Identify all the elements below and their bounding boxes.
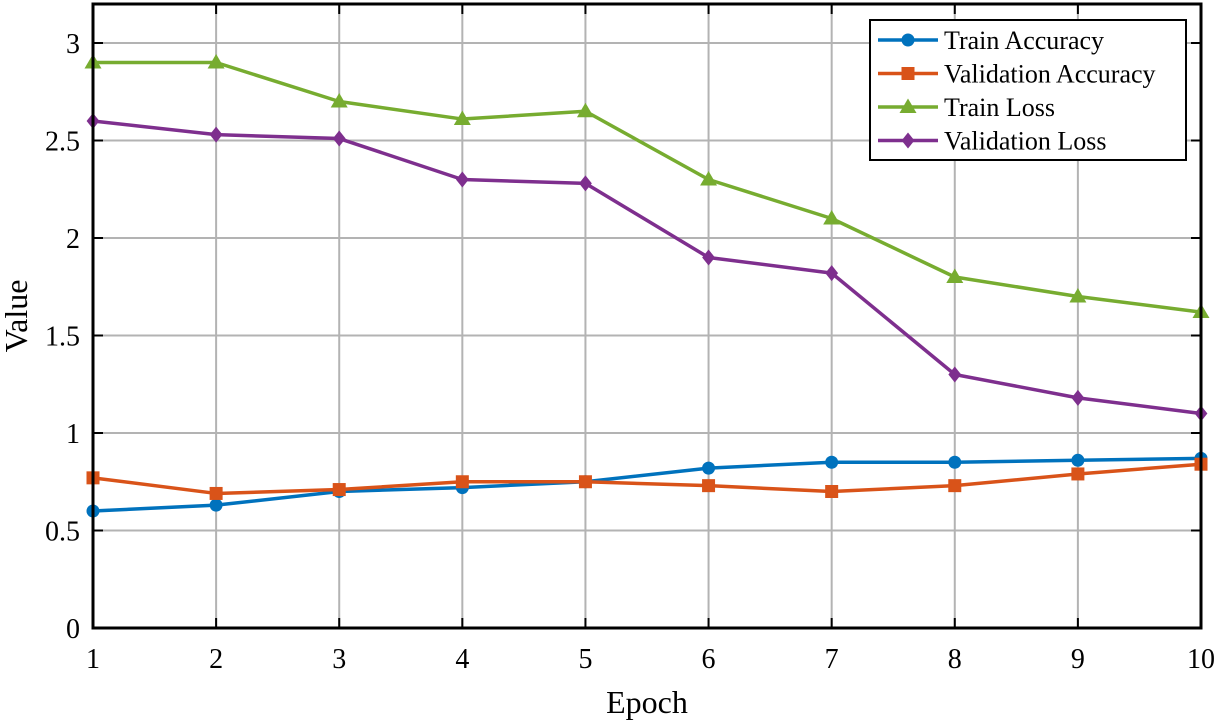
series-1 bbox=[86, 457, 1208, 500]
y-tick-label: 2 bbox=[66, 224, 80, 255]
data-point bbox=[1069, 288, 1087, 303]
data-point bbox=[332, 483, 346, 497]
y-tick-label: 1 bbox=[66, 419, 80, 450]
x-tick-label: 1 bbox=[86, 644, 100, 675]
axes bbox=[91, 2, 1203, 630]
x-tick-label: 2 bbox=[209, 644, 223, 675]
x-tick-label: 5 bbox=[578, 644, 592, 675]
data-point bbox=[702, 479, 716, 493]
series-layer bbox=[84, 54, 1210, 518]
data-point bbox=[576, 102, 594, 118]
data-point bbox=[455, 475, 469, 489]
data-point bbox=[1071, 389, 1085, 406]
y-tick-label: 3 bbox=[66, 29, 80, 60]
x-axis-label: Epoch bbox=[606, 684, 688, 720]
data-point bbox=[702, 249, 715, 266]
legend-item: Validation Loss bbox=[878, 127, 1107, 156]
data-point bbox=[579, 175, 592, 192]
data-point bbox=[948, 366, 962, 383]
data-point bbox=[1071, 453, 1085, 467]
series-line bbox=[92, 462, 1202, 496]
series-3 bbox=[86, 113, 1208, 422]
series-2 bbox=[84, 54, 1210, 319]
data-point bbox=[1071, 467, 1085, 481]
data-point bbox=[209, 498, 223, 512]
x-tick-label: 4 bbox=[455, 644, 469, 675]
data-point bbox=[332, 130, 346, 147]
data-point bbox=[825, 265, 839, 282]
y-tick-label: 0 bbox=[66, 614, 80, 645]
x-tick-label: 3 bbox=[332, 644, 346, 675]
series-line bbox=[93, 60, 1202, 314]
x-tick-label: 6 bbox=[702, 644, 716, 675]
legend-item: Validation Accuracy bbox=[878, 60, 1156, 89]
data-point bbox=[700, 171, 718, 186]
x-tick-label: 8 bbox=[948, 644, 962, 675]
data-point bbox=[330, 93, 348, 108]
x-tick-label: 7 bbox=[825, 644, 839, 675]
data-point bbox=[825, 485, 839, 498]
data-point bbox=[207, 54, 225, 69]
legend-marker bbox=[899, 98, 917, 113]
legend-item: Train Accuracy bbox=[878, 26, 1104, 55]
data-point bbox=[209, 126, 223, 143]
legend-label: Train Loss bbox=[944, 93, 1055, 122]
legend-label: Validation Loss bbox=[944, 127, 1107, 156]
y-tick-label: 2.5 bbox=[45, 127, 80, 158]
data-point bbox=[825, 455, 839, 469]
data-point bbox=[948, 479, 962, 493]
data-point bbox=[946, 268, 964, 283]
x-tick-label: 10 bbox=[1187, 644, 1215, 675]
data-point bbox=[823, 210, 841, 225]
y-tick-label: 1.5 bbox=[45, 322, 80, 353]
tick-labels: 1 2 3 4 5 6 7 8 9 10 0 0.5 1 1.5 2 2.5 3 bbox=[45, 29, 1215, 675]
data-point bbox=[453, 110, 471, 125]
series-line bbox=[92, 119, 1202, 416]
data-point bbox=[948, 455, 962, 469]
legend-label: Validation Accuracy bbox=[944, 60, 1156, 89]
x-tick-label: 9 bbox=[1071, 644, 1085, 675]
legend-marker bbox=[901, 132, 915, 149]
y-tick-label: 0.5 bbox=[45, 517, 80, 548]
data-point bbox=[578, 475, 592, 489]
data-point bbox=[702, 461, 716, 475]
plot-frame bbox=[91, 2, 1203, 630]
data-point bbox=[209, 486, 223, 500]
legend-label: Train Accuracy bbox=[944, 26, 1104, 55]
data-point bbox=[455, 171, 469, 188]
legend-marker bbox=[901, 33, 915, 47]
legend: Train Accuracy Validation Accuracy Train L… bbox=[869, 19, 1187, 161]
series-line bbox=[92, 456, 1202, 513]
legend-box bbox=[869, 19, 1187, 161]
y-axis-label: Value bbox=[0, 280, 34, 353]
legend-marker bbox=[901, 67, 915, 80]
legend-item: Train Loss bbox=[878, 93, 1055, 122]
